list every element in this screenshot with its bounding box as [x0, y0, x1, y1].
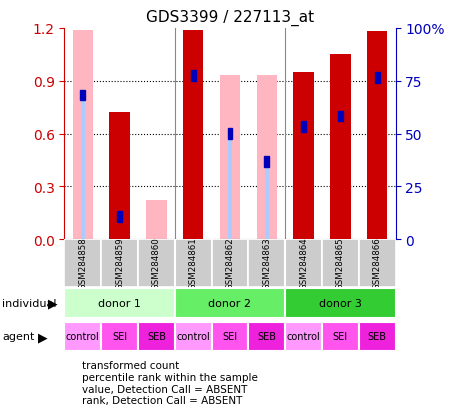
Text: agent: agent: [2, 332, 34, 342]
Text: donor 2: donor 2: [208, 299, 251, 309]
Bar: [358, 322, 395, 351]
Text: SEI: SEI: [112, 332, 127, 342]
Bar: [264, 162, 268, 240]
Text: donor 1: donor 1: [98, 299, 141, 309]
Bar: [81, 96, 84, 240]
Bar: [146, 201, 166, 240]
Bar: [228, 134, 231, 240]
Bar: [64, 289, 174, 318]
Text: value, Detection Call = ABSENT: value, Detection Call = ABSENT: [82, 384, 247, 394]
Bar: [80, 90, 85, 101]
Bar: [138, 240, 174, 287]
Bar: [109, 113, 129, 240]
Bar: [366, 33, 386, 240]
Bar: [264, 157, 269, 168]
Text: GSM284863: GSM284863: [262, 237, 271, 290]
Text: GSM284859: GSM284859: [115, 237, 124, 290]
Bar: [73, 31, 93, 240]
Text: control: control: [286, 332, 320, 342]
Text: SEB: SEB: [257, 332, 276, 342]
Bar: [248, 322, 285, 351]
Bar: [374, 73, 379, 83]
Bar: [330, 55, 350, 240]
Bar: [256, 76, 276, 240]
Bar: [64, 240, 101, 287]
Text: GSM284860: GSM284860: [151, 237, 161, 290]
Bar: [285, 240, 321, 287]
Text: donor 3: donor 3: [318, 299, 361, 309]
Bar: [211, 322, 248, 351]
Bar: [285, 322, 321, 351]
Bar: [183, 31, 203, 240]
Text: SEI: SEI: [332, 332, 347, 342]
Text: percentile rank within the sample: percentile rank within the sample: [82, 372, 257, 382]
Bar: [321, 322, 358, 351]
Bar: [358, 240, 395, 287]
Text: ▶: ▶: [38, 330, 48, 343]
Text: individual: individual: [2, 299, 56, 309]
Text: GSM284862: GSM284862: [225, 237, 234, 290]
Text: ▶: ▶: [48, 297, 58, 310]
Title: GDS3399 / 227113_at: GDS3399 / 227113_at: [146, 10, 313, 26]
Bar: [285, 289, 395, 318]
Bar: [227, 129, 232, 140]
Text: SEB: SEB: [367, 332, 386, 342]
Bar: [248, 240, 285, 287]
Bar: [174, 240, 211, 287]
Bar: [101, 322, 138, 351]
Text: rank, Detection Call = ABSENT: rank, Detection Call = ABSENT: [82, 395, 242, 405]
Bar: [138, 322, 174, 351]
Bar: [117, 211, 122, 222]
Bar: [321, 240, 358, 287]
Text: GSM284866: GSM284866: [372, 237, 381, 290]
Text: GSM284864: GSM284864: [298, 237, 308, 290]
Bar: [64, 322, 101, 351]
Text: SEB: SEB: [146, 332, 166, 342]
Bar: [101, 240, 138, 287]
Bar: [337, 112, 342, 122]
Bar: [190, 71, 195, 82]
Text: GSM284861: GSM284861: [188, 237, 197, 290]
Bar: [211, 240, 248, 287]
Bar: [301, 122, 305, 133]
Bar: [293, 73, 313, 240]
Text: GSM284858: GSM284858: [78, 237, 87, 290]
Text: control: control: [66, 332, 100, 342]
Text: transformed count: transformed count: [82, 361, 179, 370]
Bar: [174, 289, 285, 318]
Text: GSM284865: GSM284865: [335, 237, 344, 290]
Bar: [219, 76, 240, 240]
Bar: [174, 322, 211, 351]
Text: SEI: SEI: [222, 332, 237, 342]
Text: control: control: [176, 332, 210, 342]
